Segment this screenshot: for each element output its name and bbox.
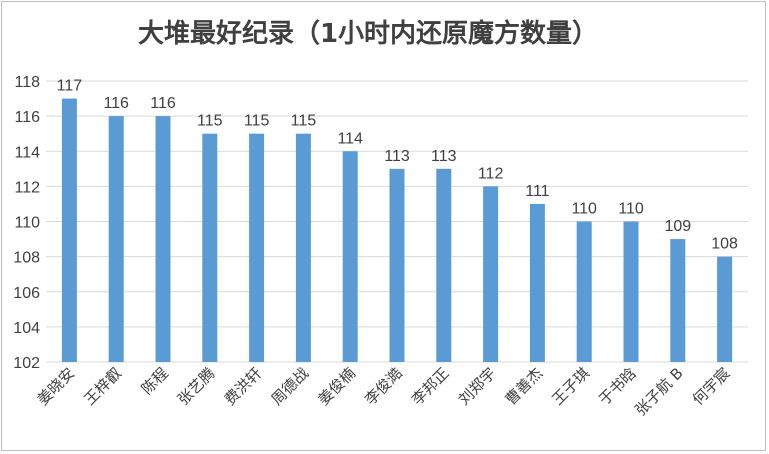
bar <box>202 133 218 362</box>
data-label: 109 <box>664 218 691 235</box>
y-tick-label: 110 <box>14 215 40 232</box>
bar <box>295 133 311 362</box>
x-axis-categories: 姜晓安 王梓叡 陈程 张艺腾 费洪轩 周德战 姜俊楠 李俊澔 李邦正 刘郑宇 曹善杰 王子琪 于书晗张子… <box>34 364 734 419</box>
x-category-label: 周德战 <box>268 364 313 409</box>
data-label: 115 <box>244 113 270 130</box>
x-category-label: 张艺腾 <box>174 364 219 409</box>
x-category-label: 姜晓安 <box>34 364 79 409</box>
bar <box>342 151 358 362</box>
x-category-label: 于书晗 <box>595 364 640 409</box>
bar <box>436 168 452 362</box>
x-category-label: 李俊澔 <box>361 364 406 409</box>
data-labels: 117 116 116 115 115 115 114 113 113 112 111 110 110 1… <box>57 78 738 253</box>
data-label: 117 <box>57 78 83 95</box>
data-label: 110 <box>618 201 644 218</box>
y-tick-label: 102 <box>13 355 40 372</box>
chart-title: 大堆最好纪录（1小时内还原魔方数量） <box>138 18 598 49</box>
x-category-label: 张子航 B <box>631 364 686 419</box>
y-tick-label: 108 <box>13 250 40 267</box>
y-tick-label: 104 <box>13 320 40 337</box>
y-tick-label: 112 <box>14 179 40 196</box>
bar <box>61 98 77 362</box>
data-label: 116 <box>103 95 129 112</box>
x-category-label: 何宇宸 <box>689 364 734 409</box>
bars <box>61 98 733 362</box>
x-category-label: 姜俊楠 <box>314 364 359 409</box>
data-label: 113 <box>431 148 457 165</box>
data-label: 108 <box>711 236 738 253</box>
bar <box>623 221 639 362</box>
bar <box>155 116 171 362</box>
bar <box>717 256 733 362</box>
x-category-label: 陈程 <box>138 364 172 398</box>
x-category-label: 曹善杰 <box>502 364 547 409</box>
x-category-label: 王梓叡 <box>80 364 125 409</box>
bar <box>249 133 265 362</box>
y-tick-label: 116 <box>14 109 40 126</box>
x-category-label: 李邦正 <box>408 364 453 409</box>
data-label: 112 <box>478 165 504 182</box>
data-label: 111 <box>525 183 549 200</box>
bar <box>483 186 499 362</box>
y-tick-label: 114 <box>14 144 40 161</box>
bar <box>576 221 592 362</box>
data-label: 113 <box>384 148 410 165</box>
data-label: 116 <box>150 95 176 112</box>
data-label: 110 <box>571 201 597 218</box>
data-label: 115 <box>197 113 223 130</box>
y-axis-ticks: 102 104 106 108 110 112 114 116 118 <box>13 74 40 372</box>
y-tick-label: 106 <box>13 285 40 302</box>
x-category-label: 费洪轩 <box>221 364 266 409</box>
x-category-label: 王子琪 <box>548 364 593 409</box>
bar <box>108 116 124 362</box>
data-label: 115 <box>291 113 317 130</box>
x-category-label: 刘郑宇 <box>455 364 500 409</box>
bar <box>389 168 405 362</box>
bar <box>529 203 545 362</box>
bar <box>670 239 686 362</box>
y-tick-label: 118 <box>14 74 40 91</box>
data-label: 114 <box>337 130 363 147</box>
